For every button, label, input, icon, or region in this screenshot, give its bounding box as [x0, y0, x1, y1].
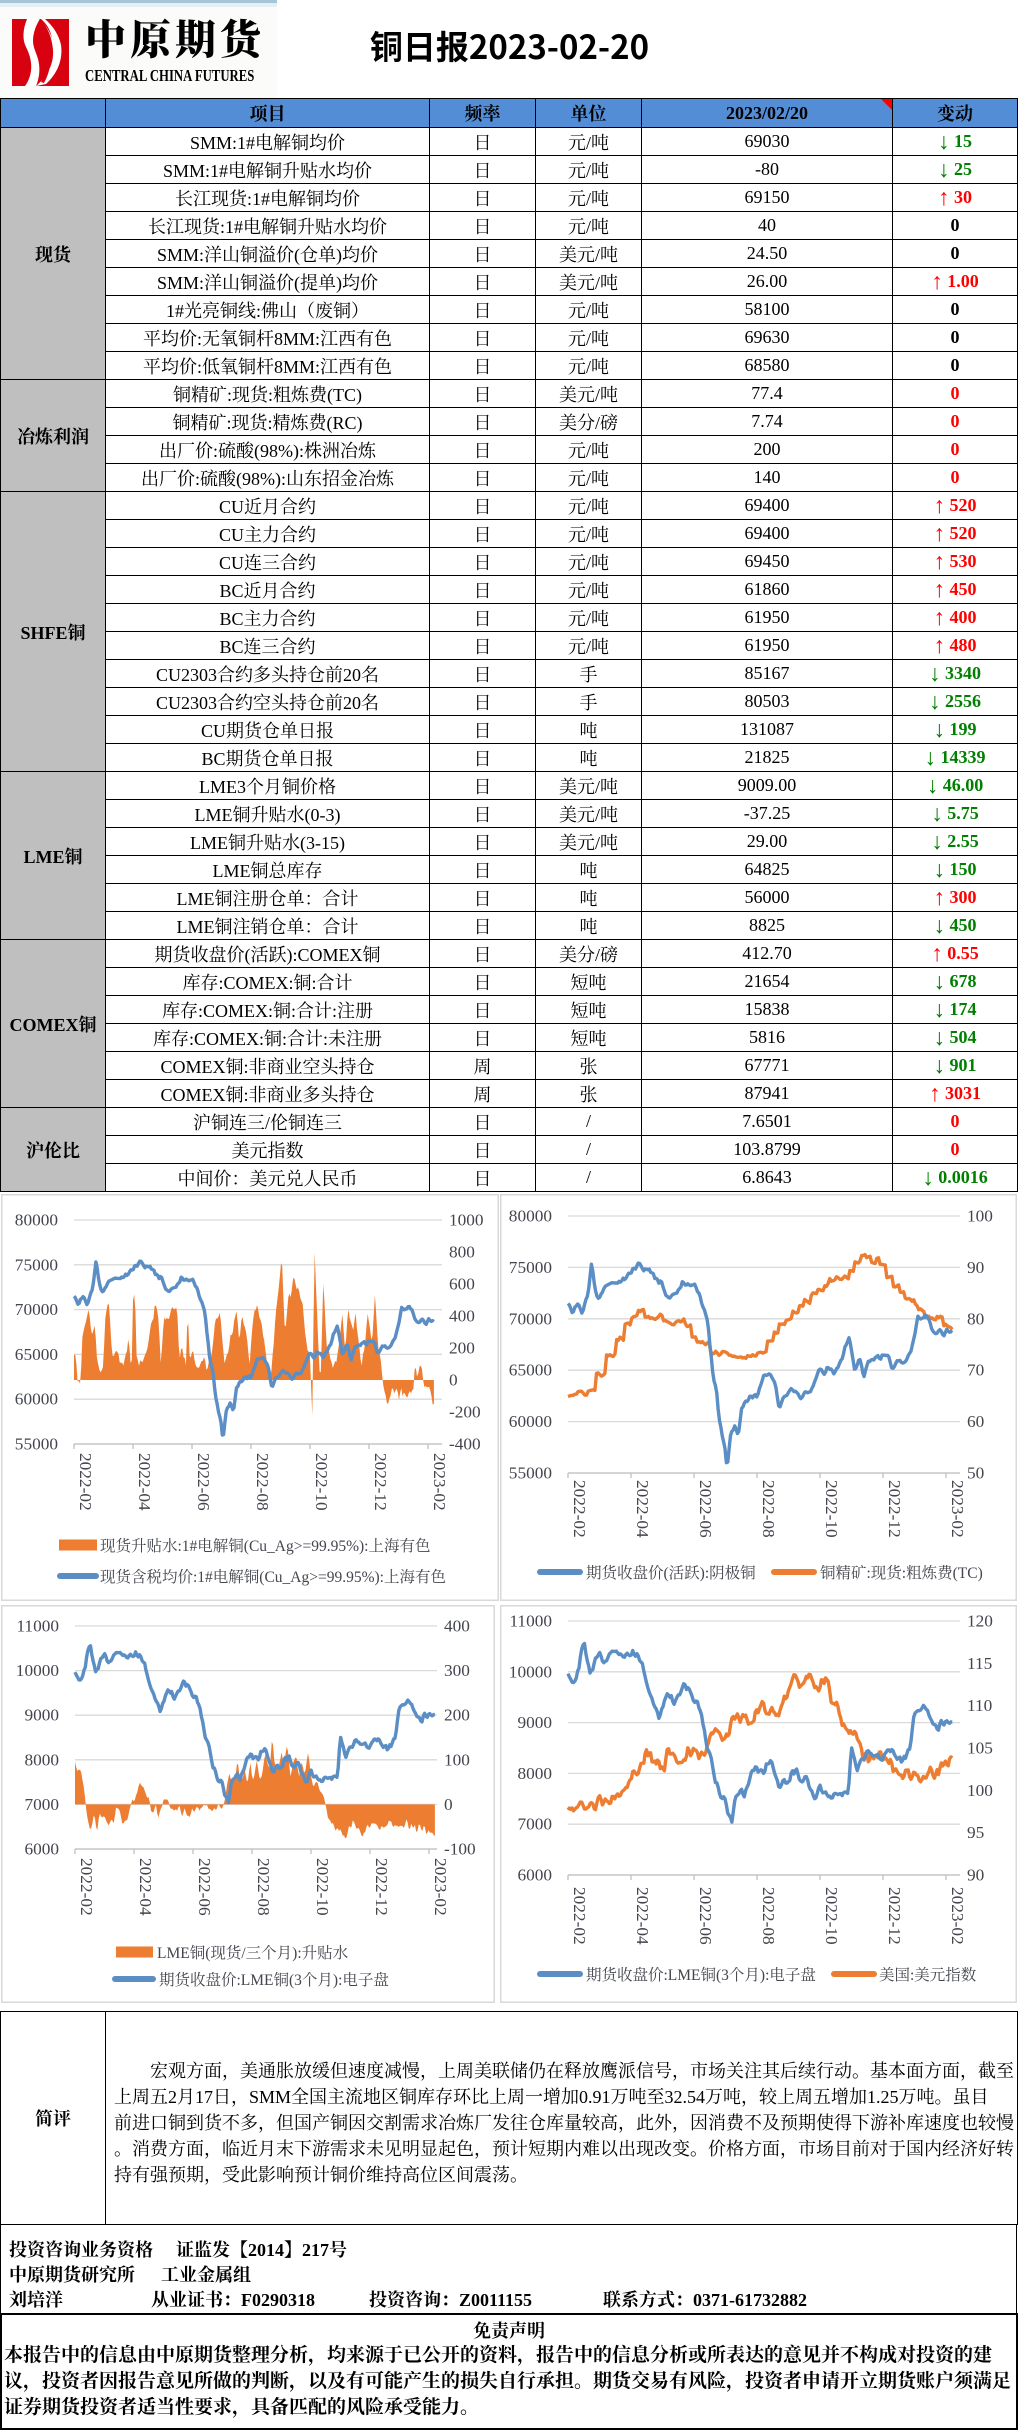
svg-text:65000: 65000 [509, 1361, 552, 1380]
svg-text:现货含税均价:1#电解铜(Cu_Ag>=99.95%):上海: 现货含税均价:1#电解铜(Cu_Ag>=99.95%):上海有色 [100, 1568, 446, 1586]
svg-text:10000: 10000 [509, 1662, 552, 1681]
svg-text:2022-12: 2022-12 [371, 1453, 390, 1511]
svg-text:110: 110 [967, 1696, 992, 1715]
svg-text:400: 400 [444, 1617, 470, 1636]
svg-text:80000: 80000 [509, 1207, 552, 1226]
svg-text:-100: -100 [444, 1840, 476, 1859]
svg-text:65000: 65000 [15, 1345, 58, 1364]
svg-text:200: 200 [444, 1706, 470, 1725]
svg-text:70000: 70000 [15, 1300, 58, 1319]
svg-text:2022-10: 2022-10 [822, 1887, 841, 1945]
svg-text:2022-06: 2022-06 [194, 1453, 213, 1511]
svg-text:2022-04: 2022-04 [633, 1480, 652, 1538]
svg-text:2022-06: 2022-06 [696, 1887, 715, 1945]
svg-text:10000: 10000 [16, 1661, 59, 1680]
svg-text:200: 200 [449, 1339, 475, 1358]
svg-text:6000: 6000 [517, 1866, 552, 1885]
svg-text:0: 0 [444, 1795, 453, 1814]
svg-text:2022-02: 2022-02 [570, 1887, 589, 1945]
svg-text:7000: 7000 [24, 1795, 59, 1814]
svg-text:2022-08: 2022-08 [759, 1887, 778, 1945]
svg-text:95: 95 [967, 1823, 984, 1842]
svg-text:60: 60 [967, 1412, 984, 1431]
svg-text:2023-02: 2023-02 [948, 1887, 967, 1945]
svg-text:115: 115 [967, 1654, 992, 1673]
svg-text:2022-12: 2022-12 [885, 1887, 904, 1945]
svg-text:70000: 70000 [509, 1309, 552, 1328]
svg-text:55000: 55000 [15, 1435, 58, 1454]
svg-text:9000: 9000 [517, 1713, 552, 1732]
svg-text:期货收盘价(活跃):阴极铜: 期货收盘价(活跃):阴极铜 [586, 1563, 756, 1582]
svg-text:105: 105 [967, 1739, 993, 1758]
svg-text:11000: 11000 [16, 1617, 59, 1636]
svg-text:75000: 75000 [15, 1255, 58, 1274]
svg-text:75000: 75000 [509, 1258, 552, 1277]
svg-text:800: 800 [449, 1243, 475, 1262]
svg-text:100: 100 [967, 1207, 993, 1226]
svg-text:2022-10: 2022-10 [822, 1480, 841, 1538]
svg-text:2022-04: 2022-04 [136, 1858, 155, 1916]
svg-text:90: 90 [967, 1866, 984, 1885]
svg-text:400: 400 [449, 1307, 475, 1326]
svg-text:LME铜(现货/三个月):升贴水: LME铜(现货/三个月):升贴水 [157, 1944, 349, 1962]
svg-text:铜精矿:现货:粗炼费(TC): 铜精矿:现货:粗炼费(TC) [820, 1564, 983, 1582]
svg-text:11000: 11000 [509, 1612, 552, 1631]
svg-text:70: 70 [967, 1361, 984, 1380]
svg-text:100: 100 [444, 1750, 470, 1769]
svg-text:期货收盘价:LME铜(3个月):电子盘: 期货收盘价:LME铜(3个月):电子盘 [586, 1966, 816, 1984]
svg-text:2022-06: 2022-06 [195, 1858, 214, 1916]
svg-text:期货收盘价:LME铜(3个月):电子盘: 期货收盘价:LME铜(3个月):电子盘 [159, 1971, 389, 1989]
svg-text:2022-08: 2022-08 [254, 1858, 273, 1916]
svg-text:2022-02: 2022-02 [570, 1480, 589, 1538]
svg-text:600: 600 [449, 1275, 475, 1294]
svg-text:8000: 8000 [517, 1764, 552, 1783]
svg-text:现货升贴水:1#电解铜(Cu_Ag>=99.95%):上海有: 现货升贴水:1#电解铜(Cu_Ag>=99.95%):上海有色 [100, 1537, 431, 1555]
svg-text:2022-08: 2022-08 [253, 1453, 272, 1511]
svg-text:美国:美元指数: 美国:美元指数 [879, 1966, 977, 1984]
svg-text:7000: 7000 [517, 1815, 552, 1834]
svg-text:80000: 80000 [15, 1211, 58, 1230]
svg-text:80: 80 [967, 1309, 984, 1328]
svg-text:-400: -400 [449, 1435, 481, 1454]
svg-text:2022-08: 2022-08 [759, 1480, 778, 1538]
svg-text:120: 120 [967, 1612, 993, 1631]
svg-text:2022-02: 2022-02 [77, 1858, 96, 1916]
svg-text:9000: 9000 [24, 1706, 59, 1725]
svg-text:1000: 1000 [449, 1211, 484, 1230]
svg-text:2022-04: 2022-04 [135, 1453, 154, 1511]
svg-text:-200: -200 [449, 1403, 481, 1422]
svg-text:2023-02: 2023-02 [431, 1858, 450, 1916]
svg-text:90: 90 [967, 1258, 984, 1277]
svg-text:2022-04: 2022-04 [633, 1887, 652, 1945]
svg-text:2023-02: 2023-02 [948, 1480, 967, 1538]
svg-text:2023-02: 2023-02 [430, 1453, 449, 1511]
svg-text:2022-12: 2022-12 [372, 1858, 391, 1916]
svg-text:2022-02: 2022-02 [76, 1453, 95, 1511]
svg-text:2022-10: 2022-10 [312, 1453, 331, 1511]
svg-text:2022-12: 2022-12 [885, 1480, 904, 1538]
svg-text:60000: 60000 [15, 1390, 58, 1409]
svg-text:8000: 8000 [24, 1750, 59, 1769]
svg-text:2022-10: 2022-10 [313, 1858, 332, 1916]
svg-text:6000: 6000 [24, 1840, 59, 1859]
svg-text:2022-06: 2022-06 [696, 1480, 715, 1538]
svg-text:300: 300 [444, 1661, 470, 1680]
svg-text:100: 100 [967, 1781, 993, 1800]
svg-text:0: 0 [449, 1371, 458, 1390]
svg-text:50: 50 [967, 1464, 984, 1483]
svg-text:60000: 60000 [509, 1412, 552, 1431]
svg-text:55000: 55000 [509, 1464, 552, 1483]
